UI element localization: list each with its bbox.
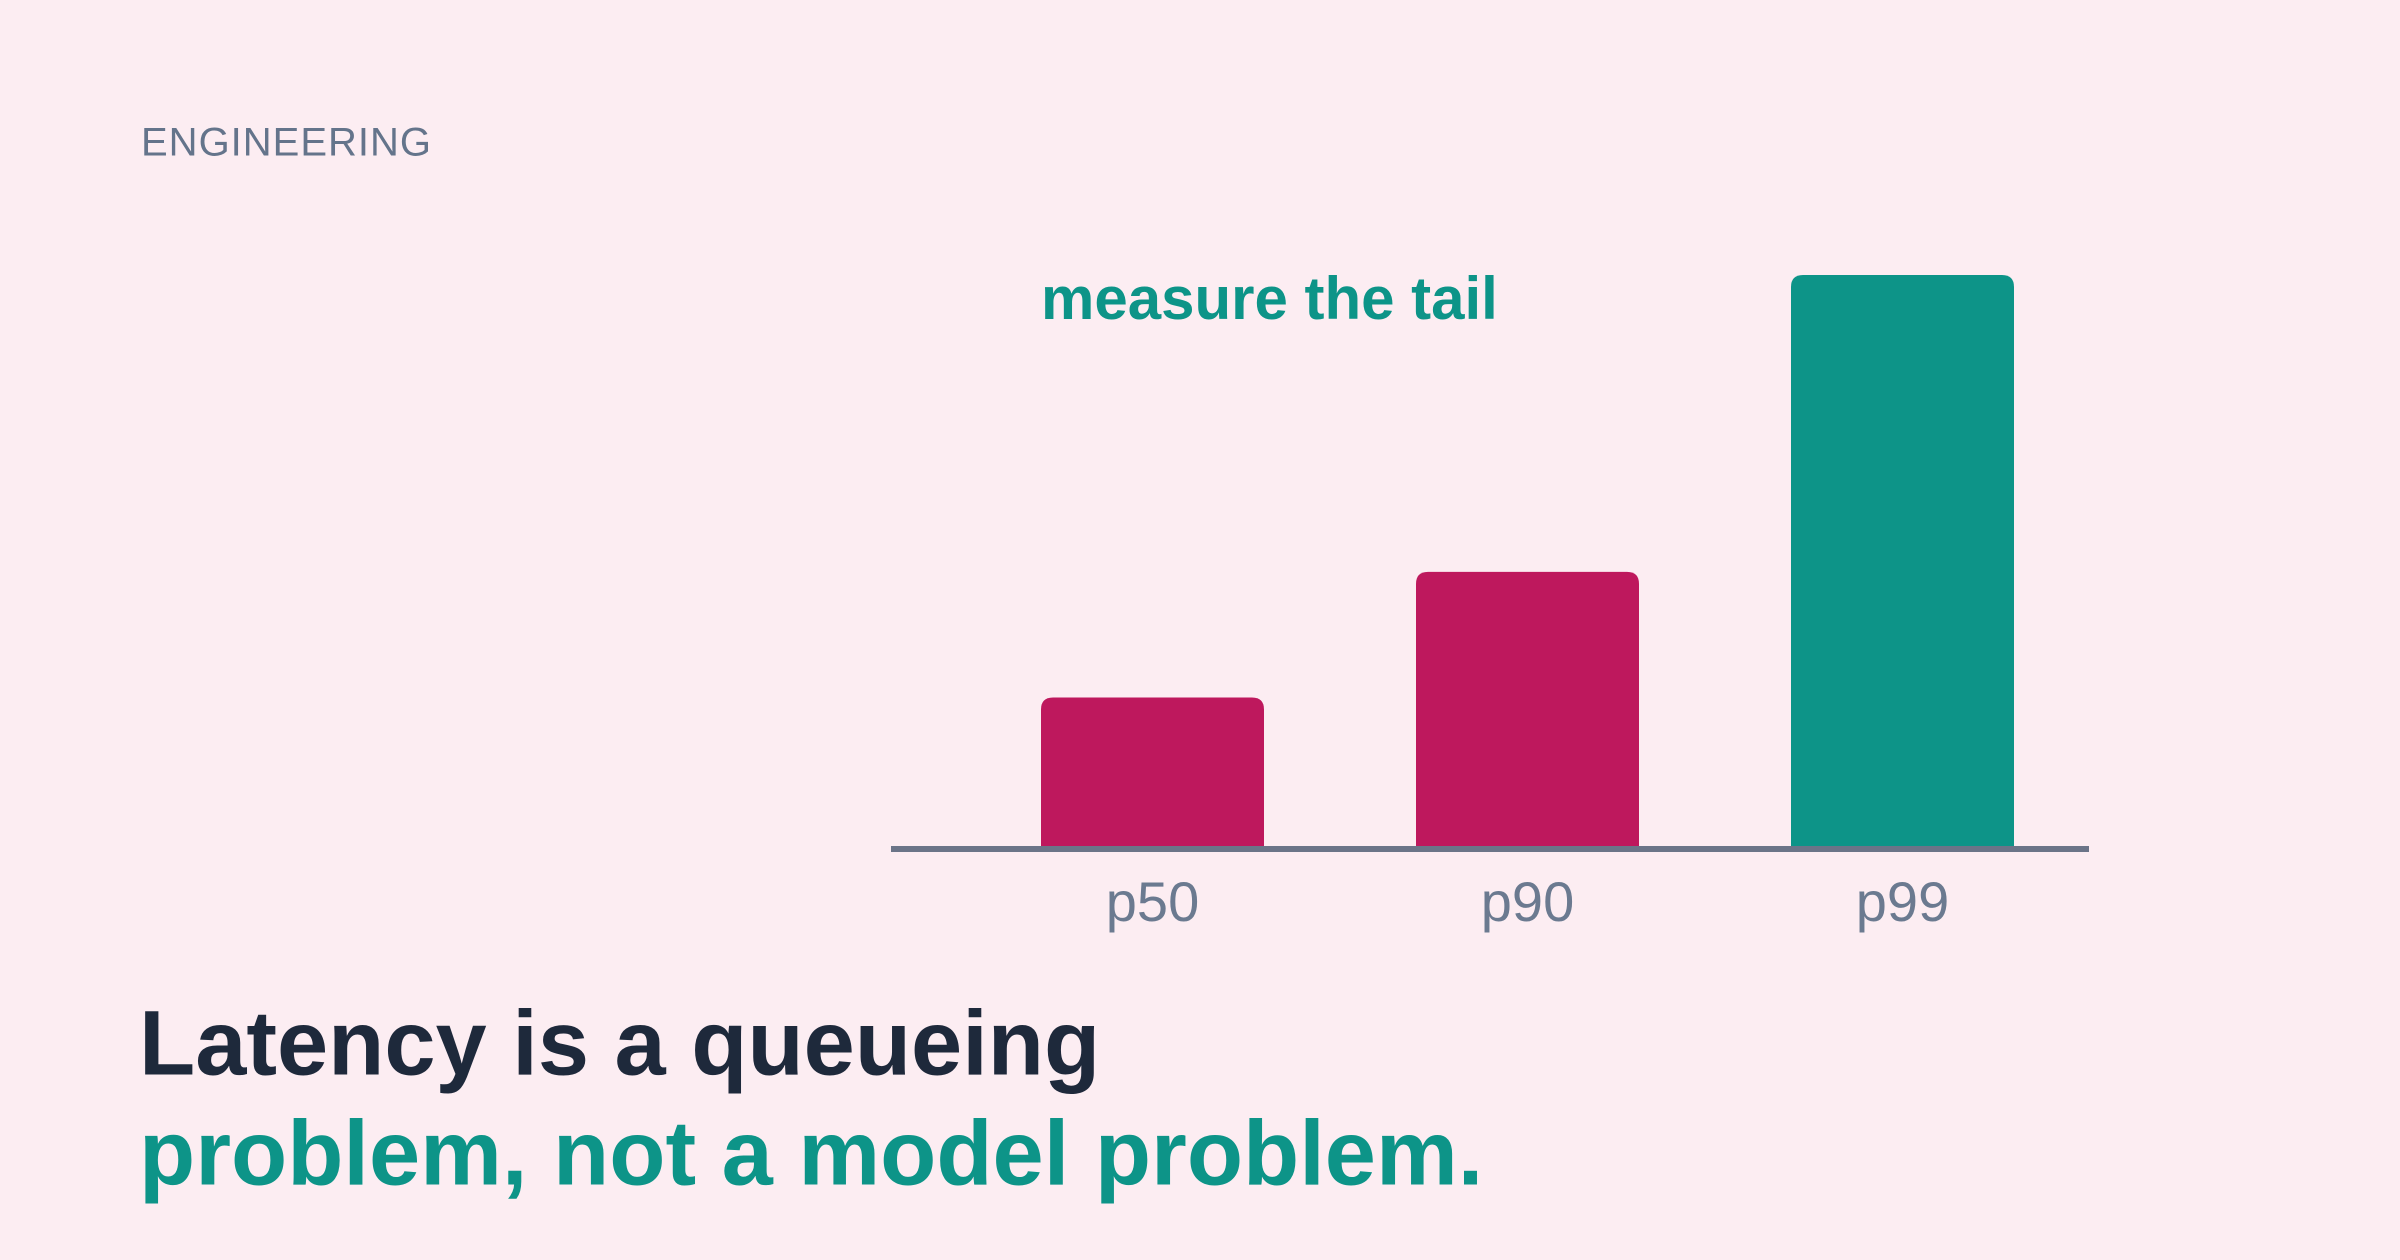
category-label: p90 xyxy=(1481,870,1574,933)
category-label: p50 xyxy=(1106,870,1199,933)
headline-line2: problem, not a model problem. xyxy=(139,1102,1483,1204)
annotation: measure the tail xyxy=(1041,265,1498,332)
kicker: ENGINEERING xyxy=(141,121,432,165)
bar xyxy=(1416,571,1639,846)
bar xyxy=(1041,697,1264,846)
bar xyxy=(1791,275,2014,846)
headline-line1: Latency is a queueing xyxy=(139,992,1100,1094)
category-label: p99 xyxy=(1856,870,1949,933)
